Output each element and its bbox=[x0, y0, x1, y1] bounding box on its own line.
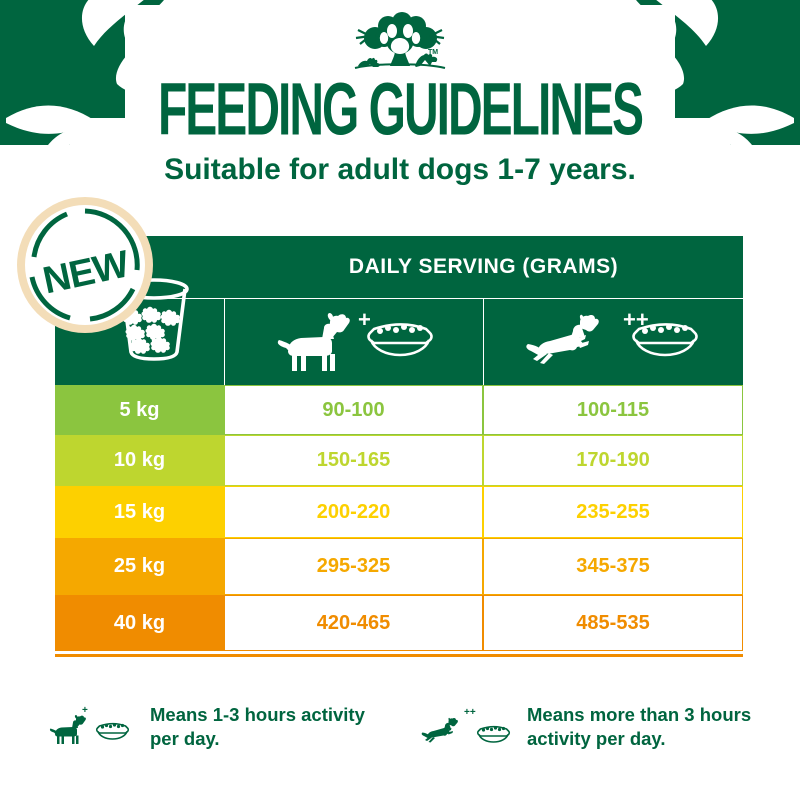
svg-text:+: + bbox=[82, 705, 88, 716]
svg-text:TM: TM bbox=[428, 49, 438, 56]
svg-text:+: + bbox=[358, 307, 371, 332]
svg-text:++: ++ bbox=[464, 707, 476, 718]
